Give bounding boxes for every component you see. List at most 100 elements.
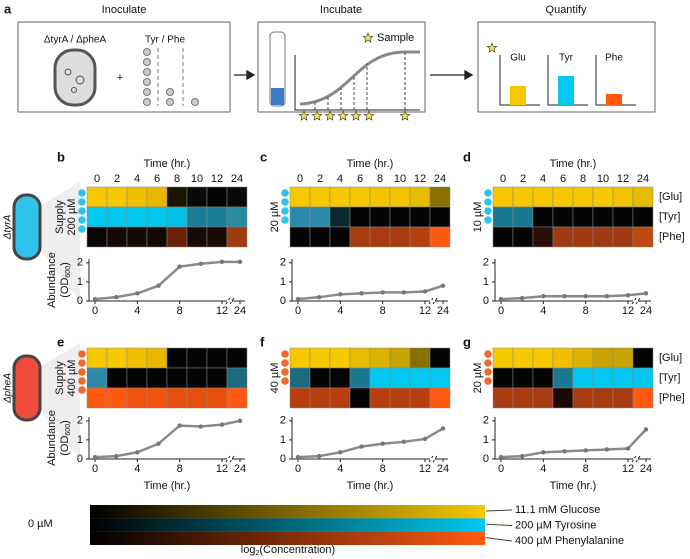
x-tick-label: 12 bbox=[419, 463, 431, 475]
growth-point bbox=[422, 436, 428, 442]
heatmap-cell bbox=[166, 347, 188, 369]
heatmap-cell bbox=[226, 367, 248, 389]
x-tick-label: 4 bbox=[337, 463, 343, 475]
time-label: Time (hr.) bbox=[550, 158, 597, 170]
x-tick-label: 12 bbox=[419, 305, 431, 317]
leader bbox=[485, 509, 513, 512]
colorbar-label: 11.1 mM Glucose bbox=[515, 504, 600, 516]
x-tick-label: 0 bbox=[498, 305, 504, 317]
label-part: (OD bbox=[59, 278, 71, 298]
heatmap-cell bbox=[512, 387, 534, 409]
panel-label: f bbox=[260, 334, 265, 349]
heatmap-cell bbox=[409, 347, 431, 369]
heatmap-cell bbox=[309, 387, 331, 409]
supply-dot bbox=[78, 386, 86, 394]
growth-point bbox=[316, 294, 322, 300]
time-label: Time (hr.) bbox=[347, 158, 394, 170]
time-tick-label: 8 bbox=[174, 173, 180, 185]
heatmap-cell bbox=[289, 387, 311, 409]
heatmap-cell bbox=[632, 387, 654, 409]
growth-point bbox=[359, 444, 364, 449]
panel-label: b bbox=[57, 149, 65, 164]
growth-line bbox=[297, 427, 444, 459]
wedge bbox=[38, 182, 80, 301]
heatmap-cell bbox=[166, 367, 188, 389]
time-tick-label: 2 bbox=[317, 173, 323, 185]
x-tick-label: 0 bbox=[498, 463, 504, 475]
resource-label: [Phe] bbox=[659, 392, 685, 404]
time-tick-label: 10 bbox=[394, 173, 406, 185]
colorbar-label: 400 µM Phenylalanine bbox=[515, 535, 624, 547]
quantify-icon bbox=[486, 42, 636, 106]
growth-line bbox=[500, 292, 647, 301]
heatmap-cell bbox=[226, 347, 248, 369]
heatmap-cell bbox=[612, 347, 634, 369]
cell-icon bbox=[12, 354, 42, 422]
growth-point bbox=[604, 447, 610, 452]
heatmap-cell bbox=[329, 387, 351, 409]
heatmap-cell bbox=[166, 206, 188, 228]
heatmap-cell bbox=[166, 186, 188, 208]
growth-point bbox=[237, 259, 243, 265]
heatmap-cell bbox=[106, 347, 128, 369]
x-tick-label: 0 bbox=[92, 463, 98, 475]
heatmap-cell bbox=[369, 226, 391, 248]
heatmap-cell bbox=[309, 226, 331, 248]
heatmap-cell bbox=[612, 186, 634, 208]
x-axis-label: Time (hr.) bbox=[550, 480, 597, 492]
growth-point bbox=[625, 446, 631, 451]
growth-point bbox=[440, 426, 446, 431]
growth-point bbox=[156, 283, 161, 288]
time-tick-label: 6 bbox=[154, 173, 160, 185]
strain-label: ΔpheA bbox=[3, 373, 14, 404]
heatmap-cell bbox=[429, 206, 451, 228]
panel-label: e bbox=[57, 334, 64, 349]
heatmap-cell bbox=[512, 206, 534, 228]
heatmap-cell bbox=[186, 387, 208, 409]
step-title: Incubate bbox=[320, 4, 362, 16]
heatmap-cell bbox=[389, 206, 411, 228]
heatmap-cell bbox=[289, 347, 311, 369]
resource-label: [Tyr] bbox=[659, 372, 680, 384]
heatmap-cell bbox=[186, 206, 208, 228]
supply-dot bbox=[484, 359, 492, 367]
heatmap-cell bbox=[309, 367, 331, 389]
heatmap-cell bbox=[226, 186, 248, 208]
growth-point bbox=[135, 291, 140, 296]
heatmap-cell bbox=[166, 387, 188, 409]
panel-label: g bbox=[463, 334, 471, 349]
heatmap-cell bbox=[186, 226, 208, 248]
supply-amount: 200 µM bbox=[66, 199, 78, 236]
heatmap-cell bbox=[106, 367, 128, 389]
supply-dot bbox=[78, 216, 86, 224]
heatmap-cell bbox=[289, 367, 311, 389]
growth-point bbox=[440, 283, 446, 288]
heatmap-cell bbox=[309, 347, 331, 369]
y-axis-label: (OD600) bbox=[59, 262, 72, 298]
time-label: Time (hr.) bbox=[144, 158, 191, 170]
x-tick-label: 0 bbox=[92, 305, 98, 317]
time-tick-label: 4 bbox=[337, 173, 343, 185]
heatmap-cell bbox=[86, 387, 108, 409]
x-tick-label: 24 bbox=[640, 463, 652, 475]
heatmap-cell bbox=[632, 367, 654, 389]
time-tick-label: 0 bbox=[500, 173, 506, 185]
x-tick-label: 8 bbox=[380, 305, 386, 317]
growth-point bbox=[219, 422, 225, 427]
heatmap-cell bbox=[146, 347, 168, 369]
axis-gap bbox=[227, 300, 232, 302]
heatmap-cell bbox=[429, 347, 451, 369]
heatmap-cell bbox=[389, 367, 411, 389]
heatmap-cell bbox=[552, 347, 574, 369]
heatmap-cell bbox=[632, 186, 654, 208]
supply-dot bbox=[281, 207, 289, 215]
x-tick-label: 24 bbox=[437, 463, 449, 475]
label-part: ) bbox=[59, 262, 71, 266]
heatmap-cell bbox=[572, 226, 594, 248]
heatmap-cell bbox=[289, 206, 311, 228]
heatmap-cell bbox=[409, 367, 431, 389]
growth-point bbox=[401, 439, 407, 445]
heatmap-cell bbox=[389, 347, 411, 369]
product-label: Glu bbox=[510, 53, 526, 64]
